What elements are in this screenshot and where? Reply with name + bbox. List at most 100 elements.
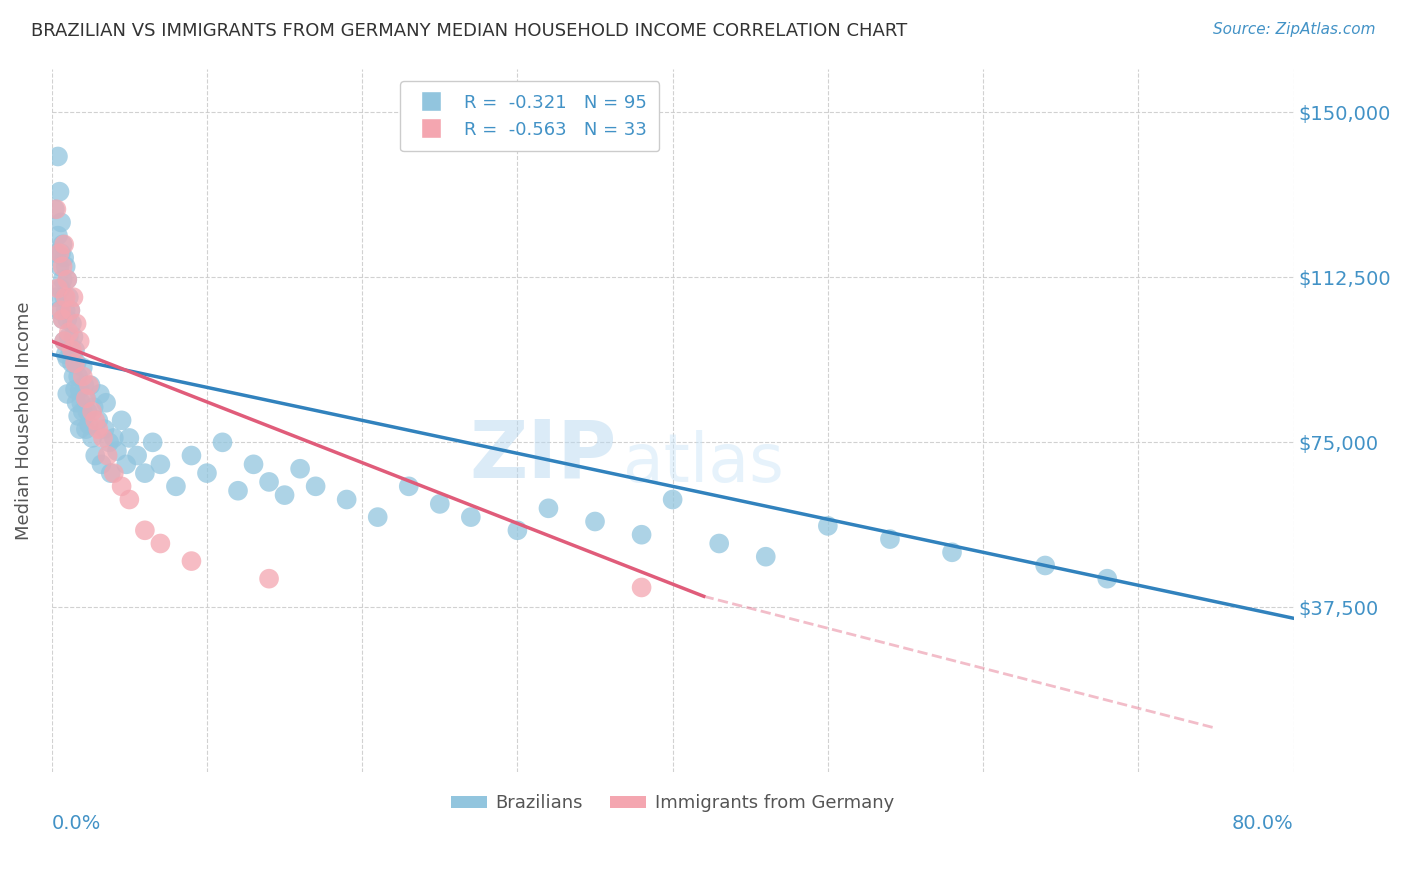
Point (62, 369, 84, 384)
Point (45, 202, 67, 217)
Point (94, 396, 117, 410)
Point (49, 215, 72, 229)
Point (165, 479, 187, 493)
Point (105, 444, 128, 458)
Point (180, 449, 202, 463)
Point (62, 290, 84, 304)
Point (63, 383, 86, 397)
Point (142, 435, 165, 450)
Point (58, 290, 80, 304)
Point (91, 431, 114, 445)
Point (48, 260, 70, 274)
Point (62, 330, 84, 344)
Point (87, 413, 110, 427)
Point (59, 343, 82, 357)
Point (75, 392, 97, 406)
Point (69, 383, 91, 397)
Point (56, 312, 79, 326)
Point (52, 260, 75, 274)
Point (103, 466, 125, 480)
Text: 0.0%: 0.0% (52, 814, 101, 833)
Point (48, 246, 70, 260)
Point (63, 343, 86, 357)
Point (48, 185, 70, 199)
Point (67, 369, 90, 384)
Point (60, 343, 83, 357)
Point (53, 334, 76, 349)
Point (630, 581, 652, 595)
Point (149, 458, 172, 472)
Point (67, 409, 90, 423)
Point (46, 149, 69, 163)
Point (134, 466, 156, 480)
Point (49, 281, 72, 295)
Point (115, 458, 138, 472)
Point (60, 356, 83, 370)
Text: BRAZILIAN VS IMMIGRANTS FROM GERMANY MEDIAN HOUSEHOLD INCOME CORRELATION CHART: BRAZILIAN VS IMMIGRANTS FROM GERMANY MED… (31, 22, 907, 40)
Point (630, 527, 652, 541)
Point (336, 492, 359, 507)
Point (49, 246, 72, 260)
Point (661, 492, 683, 507)
Point (69, 422, 91, 436)
Point (242, 458, 264, 472)
Point (82, 431, 104, 445)
Point (257, 572, 280, 586)
Point (879, 532, 901, 546)
Point (53, 237, 76, 252)
Point (506, 524, 529, 538)
Point (149, 536, 172, 550)
Point (55, 260, 77, 274)
Point (98, 435, 121, 450)
Point (87, 422, 110, 436)
Point (70, 396, 93, 410)
Point (52, 312, 75, 326)
Point (56, 272, 79, 286)
Point (53, 251, 76, 265)
Point (398, 479, 420, 493)
Point (46, 228, 69, 243)
Point (273, 488, 295, 502)
Point (134, 524, 156, 538)
Point (49, 303, 72, 318)
Point (1097, 572, 1119, 586)
Text: ZIP: ZIP (470, 417, 617, 494)
Point (45, 290, 67, 304)
Point (127, 449, 149, 463)
Point (59, 303, 82, 318)
Point (100, 466, 122, 480)
Point (460, 510, 482, 524)
Point (55, 290, 77, 304)
Y-axis label: Median Household Income: Median Household Income (15, 301, 32, 540)
Point (537, 501, 560, 516)
Point (367, 510, 389, 524)
Point (817, 519, 839, 533)
Point (84, 449, 107, 463)
Point (429, 497, 451, 511)
Point (72, 360, 94, 375)
Point (110, 413, 132, 427)
Point (195, 466, 218, 480)
Point (77, 378, 100, 392)
Point (79, 378, 101, 392)
Point (76, 404, 98, 418)
Point (48, 303, 70, 318)
Point (63, 356, 86, 370)
Text: 80.0%: 80.0% (1232, 814, 1294, 833)
Point (180, 554, 202, 568)
Point (46, 281, 69, 295)
Point (58, 326, 80, 340)
Point (755, 549, 778, 564)
Point (58, 330, 80, 344)
Point (72, 404, 94, 418)
Point (118, 431, 141, 445)
Point (52, 272, 75, 286)
Point (56, 387, 79, 401)
Point (110, 479, 132, 493)
Point (257, 475, 280, 489)
Point (941, 545, 963, 559)
Point (75, 392, 97, 406)
Point (55, 303, 77, 318)
Point (82, 404, 104, 418)
Point (44, 202, 66, 217)
